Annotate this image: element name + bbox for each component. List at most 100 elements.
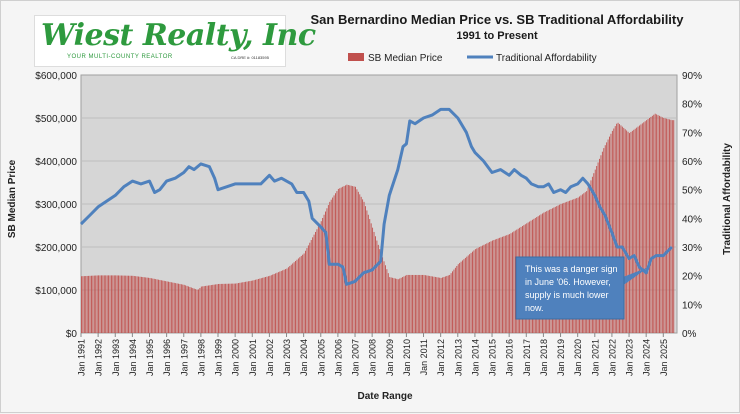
price-bar	[422, 274, 424, 333]
x-tick-label: Jan 2018	[539, 339, 549, 376]
price-bar	[222, 283, 224, 333]
price-bar	[292, 263, 294, 333]
x-tick-label: Jan 1993	[111, 339, 121, 376]
price-bar	[474, 249, 476, 333]
legend: SB Median Price Traditional Affordabilit…	[348, 53, 597, 64]
price-bar	[669, 119, 670, 333]
price-bar	[182, 284, 184, 333]
price-bar	[135, 276, 137, 333]
price-bar	[596, 166, 598, 333]
price-bar	[118, 275, 120, 333]
price-bar	[440, 277, 442, 333]
price-bar	[159, 279, 161, 333]
price-bar	[205, 285, 207, 333]
price-bar	[403, 276, 405, 333]
price-bar	[235, 283, 237, 333]
price-bar	[166, 281, 168, 333]
price-bar	[240, 282, 242, 333]
price-bar	[213, 284, 215, 333]
price-bar	[95, 275, 97, 333]
price-bar	[396, 278, 398, 333]
price-bar	[357, 191, 359, 333]
y2-tick-label: 40%	[682, 214, 702, 225]
price-bar	[627, 131, 629, 333]
price-bar	[406, 274, 408, 333]
price-bar	[269, 275, 271, 333]
price-bar	[392, 277, 394, 333]
price-bar	[386, 269, 388, 333]
price-bar	[380, 253, 382, 333]
price-bar	[189, 286, 191, 333]
price-bar	[158, 279, 159, 333]
price-bar	[439, 277, 441, 333]
price-bar	[387, 273, 389, 333]
price-bar	[210, 285, 212, 333]
legend-swatch-median-price	[348, 53, 364, 61]
price-bar	[480, 246, 482, 333]
price-bar	[417, 274, 419, 333]
price-bar	[432, 276, 433, 333]
x-tick-label: Jan 1991	[77, 339, 87, 376]
y2-tick-label: 30%	[682, 243, 702, 254]
price-bar	[347, 185, 349, 333]
price-bar	[140, 276, 142, 333]
price-bar	[345, 185, 346, 333]
x-tick-label: Jan 2022	[607, 339, 617, 376]
y-axis-left: $0 $100,000 $200,000 $300,000 $400,000 $500,0…	[35, 71, 77, 340]
price-bar	[606, 142, 608, 333]
price-bar	[232, 283, 234, 333]
price-bar	[225, 283, 227, 333]
price-bar	[245, 281, 247, 333]
price-bar	[145, 277, 147, 333]
price-bar	[644, 121, 646, 333]
x-tick-label: Jan 2016	[505, 339, 515, 376]
price-bar	[434, 276, 436, 333]
price-bar	[320, 221, 322, 333]
price-bar	[444, 276, 446, 333]
price-bar	[412, 274, 414, 333]
price-bar	[450, 273, 452, 333]
price-bar	[163, 280, 165, 333]
price-bar	[426, 275, 428, 333]
price-bar	[282, 270, 284, 333]
price-bar	[423, 274, 425, 333]
price-bar	[286, 268, 288, 333]
price-bar	[623, 127, 625, 333]
x-tick-label: Jan 2020	[573, 339, 583, 376]
price-bar	[504, 235, 506, 333]
price-bar	[237, 283, 239, 333]
price-bar	[433, 276, 435, 333]
price-bar	[259, 278, 261, 333]
price-bar	[110, 275, 112, 333]
price-bar	[219, 283, 221, 333]
price-bar	[303, 253, 305, 333]
price-bar	[202, 286, 204, 333]
price-bar	[617, 122, 619, 333]
price-bar	[337, 188, 339, 333]
price-bar	[626, 130, 628, 333]
price-bar	[165, 281, 167, 333]
price-bar	[650, 116, 652, 333]
price-bar	[336, 191, 338, 333]
price-bar	[119, 275, 121, 333]
price-bar	[239, 282, 241, 333]
price-bar	[92, 275, 94, 333]
price-bar	[123, 275, 125, 333]
y2-tick-label: 50%	[682, 186, 702, 197]
price-bar	[279, 271, 281, 333]
price-bar	[262, 277, 264, 333]
price-bar	[496, 238, 498, 333]
price-bar	[473, 250, 475, 333]
y-tick-label: $0	[66, 329, 78, 340]
x-tick-label: Jan 2017	[522, 339, 532, 376]
price-bar	[656, 114, 658, 334]
y-tick-label: $600,000	[35, 71, 77, 82]
price-bar	[129, 275, 131, 333]
price-bar	[317, 226, 319, 333]
price-bar	[489, 241, 491, 333]
price-bar	[613, 128, 615, 333]
price-bar	[479, 247, 481, 333]
price-bar	[89, 275, 91, 333]
price-bar	[637, 126, 639, 333]
logo: Wiest Realty, Inc YOUR MULTI-COUNTY REAL…	[34, 15, 316, 67]
